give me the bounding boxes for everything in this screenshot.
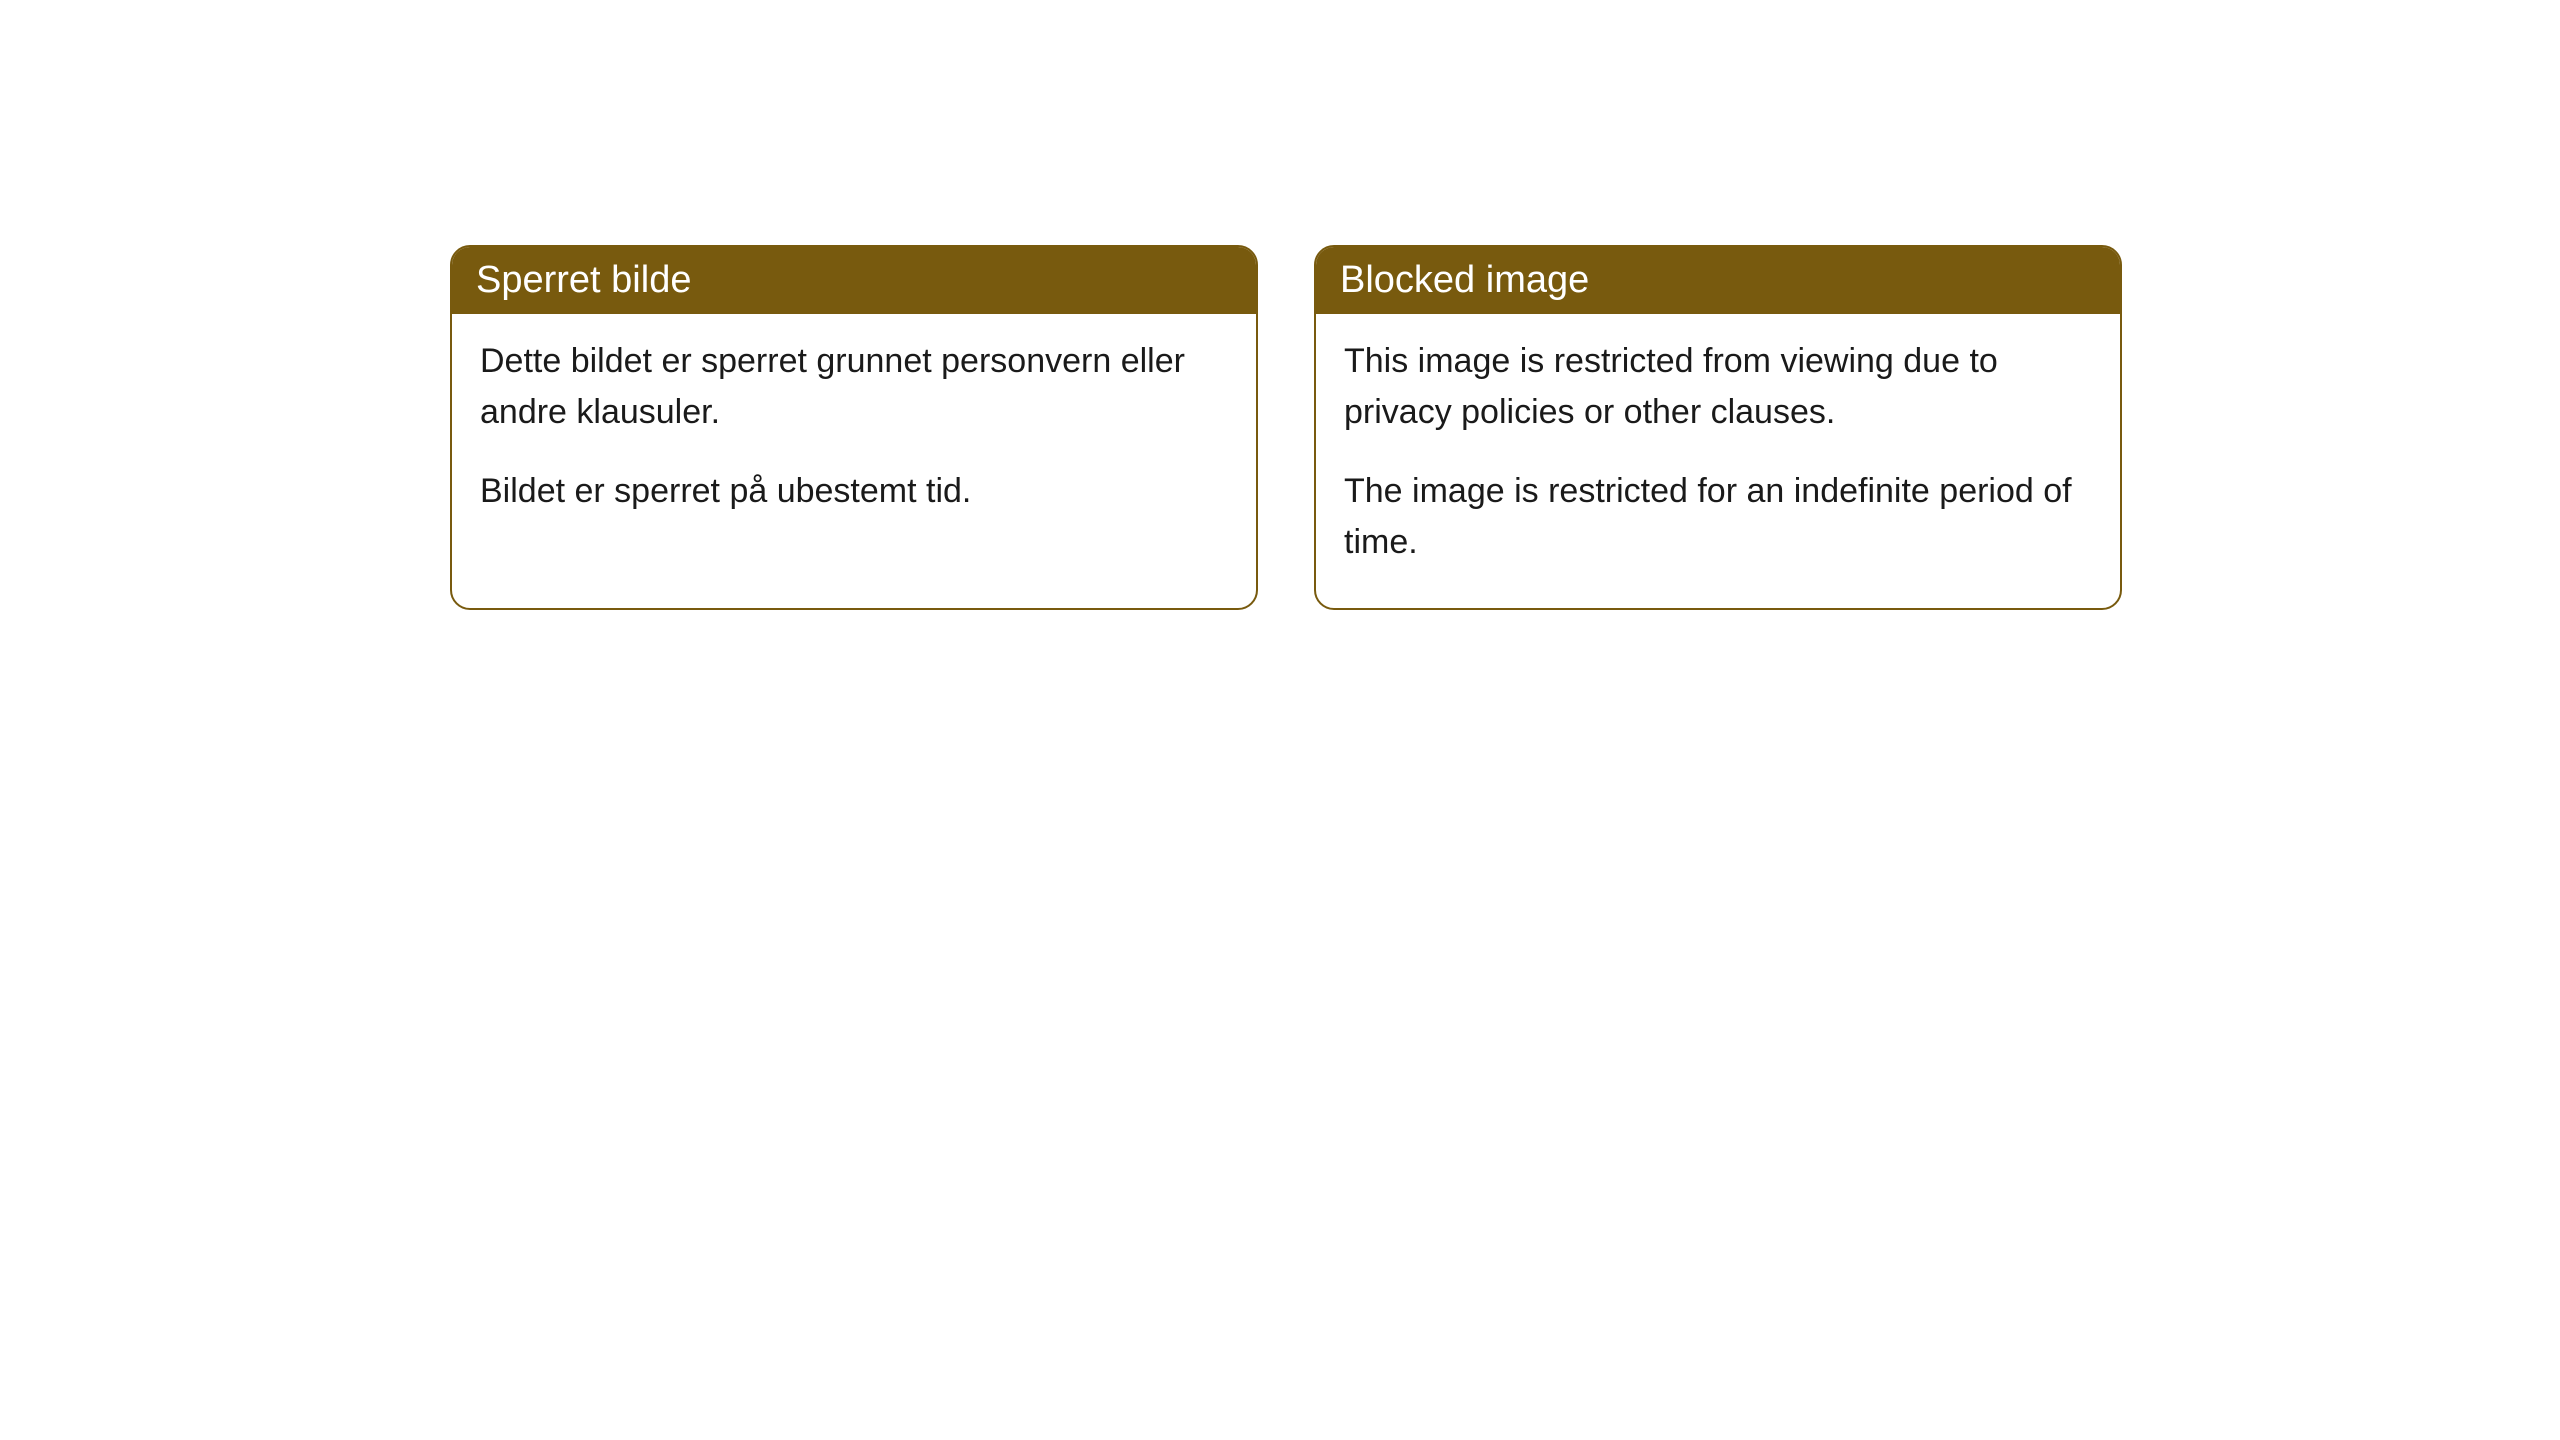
- card-header: Blocked image: [1316, 247, 2120, 314]
- card-title: Blocked image: [1340, 259, 1589, 301]
- card-paragraph: Dette bildet er sperret grunnet personve…: [480, 336, 1228, 438]
- card-paragraph: Bildet er sperret på ubestemt tid.: [480, 466, 1228, 517]
- blocked-image-card-norwegian: Sperret bilde Dette bildet er sperret gr…: [450, 245, 1258, 610]
- card-header: Sperret bilde: [452, 247, 1256, 314]
- blocked-image-card-english: Blocked image This image is restricted f…: [1314, 245, 2122, 610]
- cards-container: Sperret bilde Dette bildet er sperret gr…: [450, 245, 2122, 610]
- card-body: Dette bildet er sperret grunnet personve…: [452, 314, 1256, 557]
- card-body: This image is restricted from viewing du…: [1316, 314, 2120, 608]
- card-title: Sperret bilde: [476, 259, 691, 301]
- card-paragraph: The image is restricted for an indefinit…: [1344, 466, 2092, 568]
- card-paragraph: This image is restricted from viewing du…: [1344, 336, 2092, 438]
